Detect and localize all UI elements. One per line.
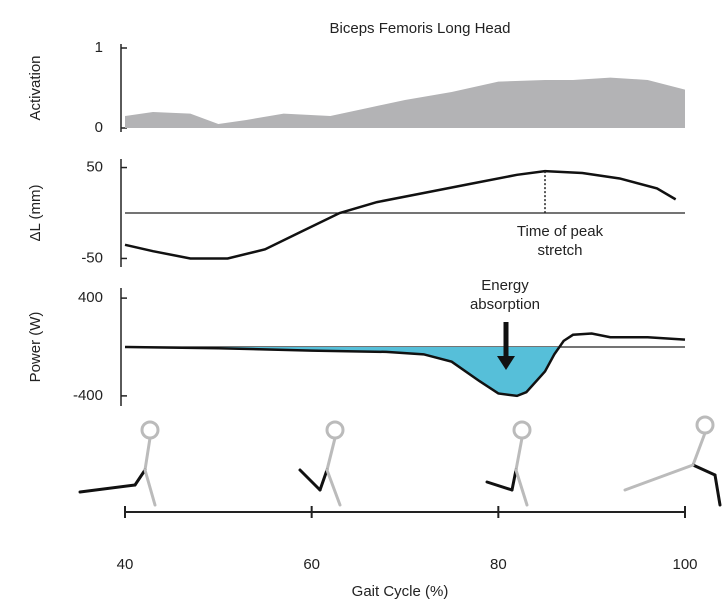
x-tick-label: 60 [303,556,320,573]
line [124,332,686,398]
arrow-head [497,356,515,370]
y-tick-label: -400 [73,387,103,404]
annotation: Time of peak stretch [516,223,604,259]
activation-area [125,77,685,128]
x-axis-label: Gait Cycle (%) [352,583,449,600]
y-tick-label: 400 [78,289,103,306]
line [124,169,677,260]
y-tick-label: 0 [95,119,103,136]
skeletons [78,415,722,507]
y-axis-label: ΔL (mm) [27,185,44,242]
y-tick-label: -50 [81,249,103,266]
y-axis-label: Activation [27,55,44,120]
y-tick-label: 50 [86,159,103,176]
x-tick-label: 40 [117,556,134,573]
absorption-area [125,347,685,396]
chart-title: Biceps Femoris Long Head [330,20,511,37]
x-tick-label: 100 [672,556,697,573]
x-tick-label: 80 [490,556,507,573]
y-tick-label: 1 [95,39,103,56]
y-axis-label: Power (W) [27,312,44,383]
annotation: Energy absorption [469,277,541,313]
